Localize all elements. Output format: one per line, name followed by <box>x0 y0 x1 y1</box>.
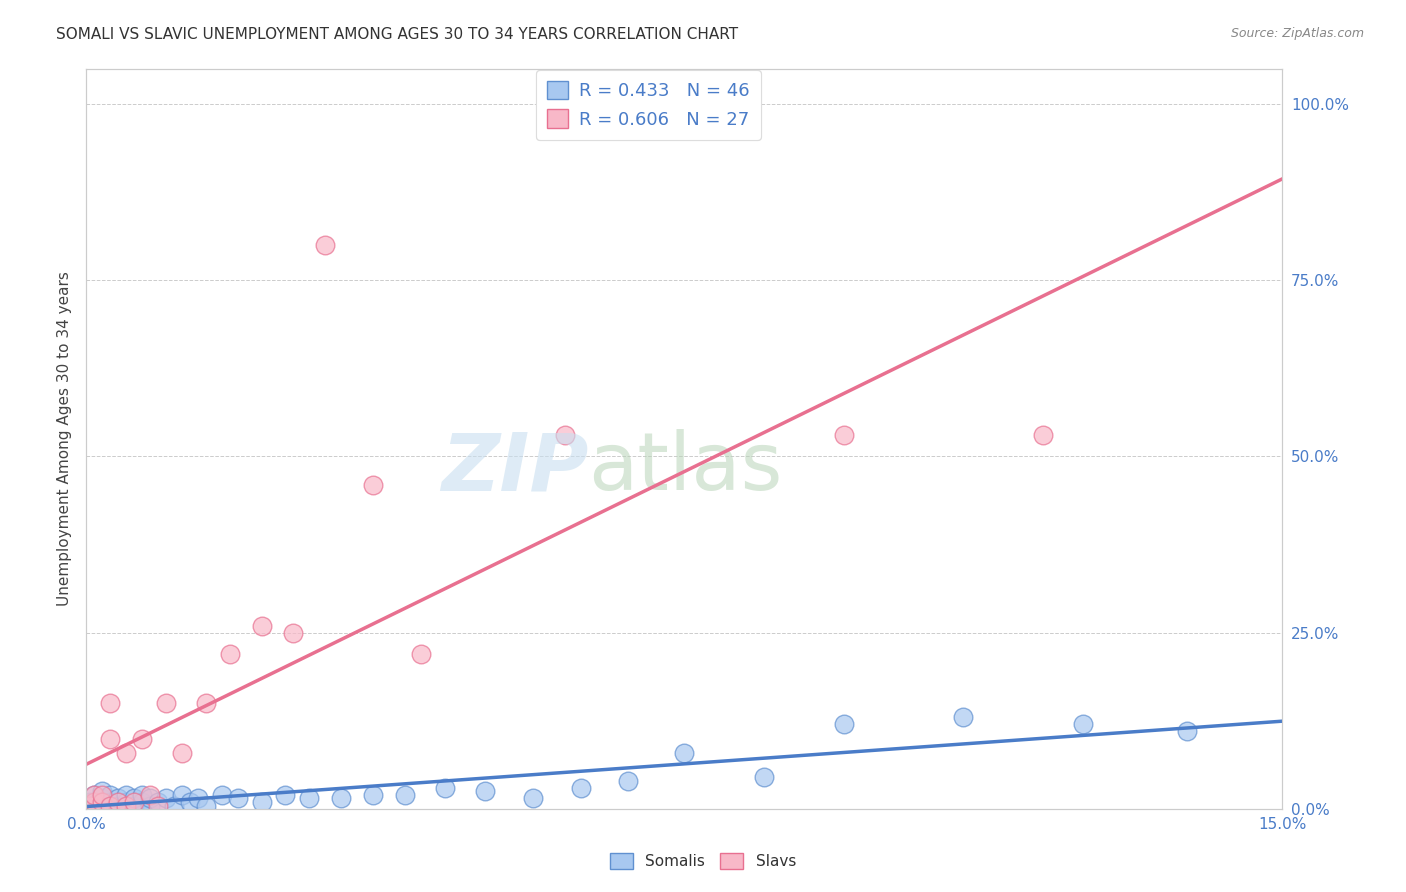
Point <box>226 791 249 805</box>
Text: atlas: atlas <box>589 429 783 508</box>
Point <box>752 770 775 784</box>
Point <box>146 795 169 809</box>
Point <box>79 798 101 813</box>
Point <box>115 788 138 802</box>
Point <box>91 795 114 809</box>
Point <box>139 798 162 813</box>
Point <box>155 791 177 805</box>
Point <box>361 788 384 802</box>
Point <box>87 795 110 809</box>
Point <box>122 798 145 813</box>
Point <box>139 788 162 802</box>
Y-axis label: Unemployment Among Ages 30 to 34 years: Unemployment Among Ages 30 to 34 years <box>58 271 72 607</box>
Point <box>832 717 855 731</box>
Point <box>98 798 121 813</box>
Point <box>330 791 353 805</box>
Text: SOMALI VS SLAVIC UNEMPLOYMENT AMONG AGES 30 TO 34 YEARS CORRELATION CHART: SOMALI VS SLAVIC UNEMPLOYMENT AMONG AGES… <box>56 27 738 42</box>
Point <box>832 428 855 442</box>
Point <box>170 746 193 760</box>
Point <box>163 798 186 813</box>
Point <box>98 731 121 746</box>
Point <box>569 780 592 795</box>
Point <box>298 791 321 805</box>
Point <box>83 795 105 809</box>
Point <box>394 788 416 802</box>
Point <box>952 710 974 724</box>
Point <box>115 795 138 809</box>
Point <box>179 795 201 809</box>
Legend: Somalis, Slavs: Somalis, Slavs <box>605 847 801 875</box>
Point <box>1071 717 1094 731</box>
Point <box>115 746 138 760</box>
Point <box>554 428 576 442</box>
Point <box>274 788 297 802</box>
Point <box>155 696 177 710</box>
Point <box>122 795 145 809</box>
Point <box>314 237 336 252</box>
Point <box>83 788 105 802</box>
Point <box>79 795 101 809</box>
Point <box>673 746 696 760</box>
Point <box>522 791 544 805</box>
Point <box>361 477 384 491</box>
Point <box>107 795 129 809</box>
Point <box>1175 724 1198 739</box>
Point <box>107 791 129 805</box>
Point <box>91 784 114 798</box>
Point <box>91 788 114 802</box>
Point <box>107 798 129 813</box>
Point <box>91 791 114 805</box>
Point <box>409 647 432 661</box>
Text: Source: ZipAtlas.com: Source: ZipAtlas.com <box>1230 27 1364 40</box>
Point <box>83 798 105 813</box>
Point <box>250 618 273 632</box>
Point <box>91 798 114 813</box>
Text: ZIP: ZIP <box>441 429 589 508</box>
Point <box>98 788 121 802</box>
Point <box>187 791 209 805</box>
Point <box>115 798 138 813</box>
Point <box>474 784 496 798</box>
Point <box>283 625 305 640</box>
Point <box>617 773 640 788</box>
Point <box>146 798 169 813</box>
Point <box>122 791 145 805</box>
Point <box>211 788 233 802</box>
Point <box>131 731 153 746</box>
Point <box>131 788 153 802</box>
Point <box>250 795 273 809</box>
Point <box>131 795 153 809</box>
Point <box>139 791 162 805</box>
Point <box>194 798 217 813</box>
Point <box>98 795 121 809</box>
Point <box>83 788 105 802</box>
Legend: R = 0.433   N = 46, R = 0.606   N = 27: R = 0.433 N = 46, R = 0.606 N = 27 <box>536 70 761 139</box>
Point <box>433 780 456 795</box>
Point <box>98 798 121 813</box>
Point <box>194 696 217 710</box>
Point <box>98 696 121 710</box>
Point <box>170 788 193 802</box>
Point <box>1032 428 1054 442</box>
Point <box>218 647 240 661</box>
